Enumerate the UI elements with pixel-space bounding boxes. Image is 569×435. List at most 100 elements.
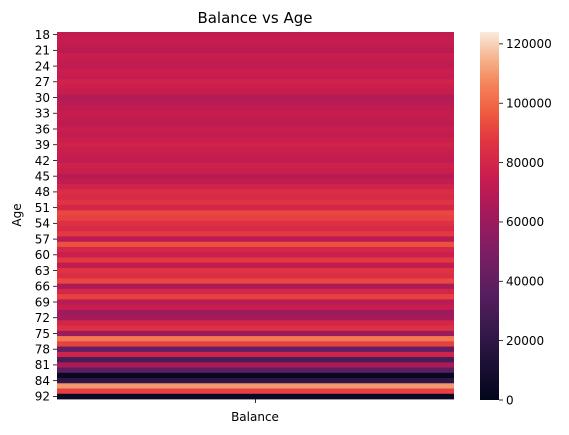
y-tick-label: 69 [35,295,50,309]
heatmap-cell [57,367,454,374]
heatmap-cell [57,215,454,222]
heatmap-cell [57,105,454,112]
heatmap-cell [57,115,454,122]
heatmap-cell [57,147,454,153]
heatmap-cell [57,184,454,190]
heatmap-cell [57,383,454,389]
heatmap-cell [57,341,454,347]
y-tick-label: 21 [35,44,50,58]
heatmap-cell [57,393,454,400]
heatmap-cell [57,37,454,43]
heatmap-cell [57,320,454,326]
chart-title: Balance vs Age [197,9,312,27]
colorbar-tick-label: 0 [506,393,514,407]
y-tick-label: 18 [35,28,50,42]
heatmap-cell [57,89,454,96]
heatmap-cell [57,126,454,133]
y-tick-label: 78 [35,342,50,356]
heatmap-cell [57,63,454,70]
y-tick-label: 39 [35,138,50,152]
y-tick-label: 51 [35,201,50,215]
heatmap-cell [57,257,454,264]
heatmap-cell [57,346,454,353]
heatmap-cell [57,32,454,38]
heatmap-cell [57,168,454,174]
y-tick-label: 63 [35,264,50,278]
y-tick-label: 72 [35,311,50,325]
heatmap-cell [57,362,454,368]
colorbar-tick-label: 120000 [506,37,552,51]
y-axis-ticks: 1821242730333639424548515457606366697275… [35,28,57,404]
y-tick-label: 36 [35,122,50,136]
y-tick-label: 60 [35,248,50,262]
colorbar-tick-label: 20000 [506,334,544,348]
heatmap-cell [57,283,454,290]
heatmap-cell [57,205,454,211]
heatmap-cell [57,309,454,316]
heatmap-cell [57,194,454,201]
heatmap-cell [57,199,454,206]
colorbar-tick-label: 100000 [506,97,552,111]
heatmap-cell [57,231,454,237]
heatmap-cell [57,325,454,332]
heatmap-cell [57,241,454,248]
y-tick-label: 92 [35,390,50,404]
heatmap-cell [57,372,454,379]
heatmap-cell [57,236,454,243]
heatmap-cell [57,79,454,85]
colorbar-ticks: 0 20000 40000 60000 80000 100000 120000 [499,37,552,407]
heatmap-cell [57,47,454,54]
heatmap-cell [57,246,454,253]
colorbar [480,32,499,400]
heatmap-cell [57,163,454,169]
heatmap-cell [57,357,454,363]
y-tick-label: 54 [35,217,50,231]
heatmap-cell [57,152,454,159]
heatmap-cell [57,278,454,285]
heatmap-cell [57,157,454,164]
heatmap-cell [57,252,454,258]
heatmap-cell [57,267,454,274]
heatmap-cell [57,94,454,101]
heatmap-cell [57,58,454,64]
y-tick-label: 45 [35,169,50,183]
y-tick-label: 81 [35,358,50,372]
heatmap-cell [57,388,454,395]
y-tick-label: 48 [35,185,50,199]
heatmap-cell [57,304,454,311]
heatmap-cell [57,52,454,59]
heatmap-cell [57,142,454,148]
heatmap-cell [57,262,454,269]
heatmap-cell [57,68,454,75]
heatmap-cell [57,378,454,384]
colorbar-tick-label: 40000 [506,275,544,289]
y-axis-label: Age [10,203,24,226]
heatmap-cell [57,210,454,216]
y-tick-label: 24 [35,59,50,73]
y-tick-label: 57 [35,232,50,246]
heatmap-cells [57,32,454,400]
heatmap-cell [57,73,454,80]
colorbar-tick-label: 60000 [506,215,544,229]
heatmap-cell [57,84,454,91]
y-tick-label: 30 [35,91,50,105]
y-tick-label: 84 [35,374,50,388]
heatmap-cell [57,189,454,195]
heatmap-cell [57,110,454,117]
y-tick-label: 27 [35,75,50,89]
x-tick-label: Balance [231,410,279,424]
heatmap-cell [57,42,454,49]
heatmap-cell [57,100,454,106]
heatmap-cell [57,225,454,232]
heatmap-cell [57,299,454,306]
colorbar-tick-label: 80000 [506,156,544,170]
y-tick-label: 33 [35,107,50,121]
heatmap-cell [57,351,454,358]
heatmap-cell [57,220,454,227]
y-tick-label: 66 [35,280,50,294]
heatmap-cell [57,315,454,321]
heatmap-cell [57,273,454,279]
heatmap-cell [57,330,454,337]
heatmap-cell [57,131,454,138]
